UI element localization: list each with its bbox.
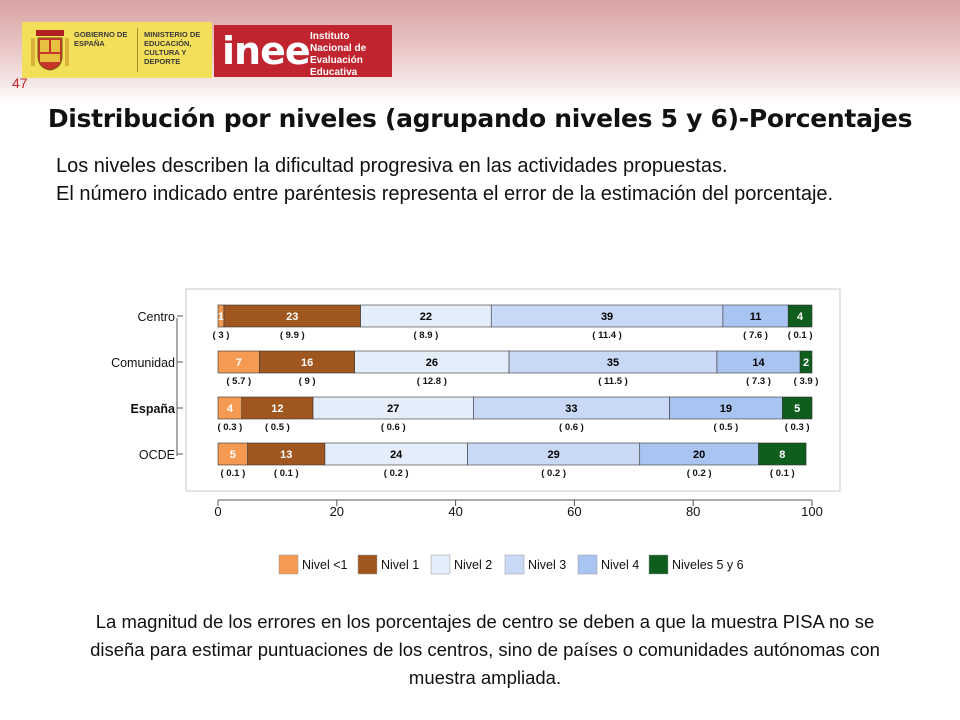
logo-divider	[137, 28, 138, 72]
bar-value-label: 4	[227, 403, 234, 415]
legend-swatch	[430, 554, 451, 575]
error-label: ( 11.4 )	[592, 330, 622, 341]
bar-value-label: 13	[280, 449, 292, 461]
gov-logo-text: GOBIERNO DE ESPAÑA	[74, 30, 128, 48]
footer-note: La magnitud de los errores en los porcen…	[90, 611, 880, 688]
error-label: ( 0.6 )	[559, 422, 584, 433]
x-tick-label: 40	[448, 504, 462, 519]
error-label: ( 0.6 )	[381, 422, 406, 433]
error-label: ( 0.2 )	[687, 468, 712, 479]
y-category-label: Centro	[137, 310, 175, 324]
error-label: ( 0.1 )	[788, 330, 813, 341]
error-label: ( 7.3 )	[746, 376, 771, 387]
legend-swatch	[357, 554, 378, 575]
legend-label: Nivel <1	[302, 558, 348, 572]
bar-value-label: 8	[779, 449, 785, 461]
bar-segment	[758, 442, 807, 466]
y-category-label: España	[131, 402, 177, 416]
bar-value-label: 26	[426, 357, 438, 369]
legend-label: Nivel 3	[528, 558, 566, 572]
error-label: ( 0.3 )	[785, 422, 810, 433]
legend-label: Nivel 4	[601, 558, 639, 572]
bar-value-label: 12	[271, 403, 283, 415]
bar-value-label: 2	[803, 357, 809, 369]
error-label: ( 0.2 )	[384, 468, 409, 479]
bar-segment	[781, 396, 813, 420]
error-label: ( 0.1 )	[220, 468, 245, 479]
error-label: ( 0.3 )	[217, 422, 242, 433]
legend-label: Niveles 5 y 6	[672, 558, 744, 572]
legend-swatch	[577, 554, 598, 575]
x-tick-label: 20	[330, 504, 344, 519]
x-tick-label: 100	[801, 504, 823, 519]
inee-wordmark: inee	[222, 29, 311, 73]
intro-text: Los niveles describen la dificultad prog…	[56, 152, 906, 208]
error-label: ( 12.8 )	[417, 376, 447, 387]
bar-value-label: 39	[601, 311, 613, 323]
bar-value-label: 1	[218, 311, 224, 323]
coat-of-arms-icon	[31, 30, 69, 71]
error-label: ( 3.9 )	[794, 376, 819, 387]
legend-label: Nivel 2	[454, 558, 492, 572]
error-label: ( 11.5 )	[598, 376, 628, 387]
intro-line-error: El número indicado entre paréntesis repr…	[56, 183, 834, 205]
bar-value-label: 19	[720, 403, 732, 415]
bar-value-label: 4	[797, 311, 804, 323]
error-label: ( 0.5 )	[713, 422, 738, 433]
error-label: ( 8.9 )	[413, 330, 438, 341]
legend-swatch	[278, 554, 299, 575]
error-label: ( 3 )	[213, 330, 230, 341]
x-tick-label: 0	[214, 504, 221, 519]
legend-swatch	[504, 554, 525, 575]
bar-value-label: 24	[390, 449, 403, 461]
bar-value-label: 7	[236, 357, 242, 369]
bar-value-label: 16	[301, 357, 313, 369]
error-label: ( 9.9 )	[280, 330, 305, 341]
bar-value-label: 5	[794, 403, 800, 415]
intro-line-levels: Los niveles describen la dificultad prog…	[56, 155, 728, 177]
slide-number: 47	[12, 75, 28, 91]
bar-value-label: 14	[752, 357, 765, 369]
bar-segment	[799, 350, 813, 374]
y-category-label: Comunidad	[111, 356, 175, 370]
error-label: ( 5.7 )	[226, 376, 251, 387]
page-title: Distribución por niveles (agrupando nive…	[47, 104, 913, 133]
x-tick-label: 60	[567, 504, 581, 519]
inee-institute-text: Instituto Nacional de Evaluación Educati…	[310, 31, 367, 78]
legend-label: Nivel 1	[381, 558, 419, 572]
bar-value-label: 27	[387, 403, 399, 415]
bar-value-label: 11	[750, 311, 762, 323]
error-label: ( 7.6 )	[743, 330, 768, 341]
government-logo: GOBIERNO DE ESPAÑA MINISTERIO DE EDUCACI…	[22, 22, 212, 78]
error-label: ( 0.1 )	[274, 468, 299, 479]
bar-value-label: 33	[565, 403, 577, 415]
inee-logo: inee Instituto Nacional de Evaluación Ed…	[214, 25, 392, 78]
error-label: ( 9 )	[299, 376, 316, 387]
legend-swatch	[648, 554, 669, 575]
bar-segment	[787, 304, 813, 328]
bar-value-label: 20	[693, 449, 705, 461]
bar-value-label: 23	[286, 311, 298, 323]
error-label: ( 0.5 )	[265, 422, 290, 433]
stacked-bar-chart: 0 20 40 60 80 100 Centro 1 ( 3 ) 23 ( 9.9 ) 22 ( 8.9…	[111, 288, 841, 575]
error-label: ( 0.1 )	[770, 468, 795, 479]
ministry-text: MINISTERIO DE EDUCACIÓN, CULTURA Y DEPOR…	[144, 30, 201, 66]
bar-value-label: 29	[547, 449, 559, 461]
x-tick-label: 80	[686, 504, 700, 519]
y-category-label: OCDE	[139, 448, 175, 462]
bar-value-label: 35	[607, 357, 619, 369]
bar-value-label: 22	[420, 311, 432, 323]
bar-value-label: 5	[230, 449, 236, 461]
error-label: ( 0.2 )	[541, 468, 566, 479]
